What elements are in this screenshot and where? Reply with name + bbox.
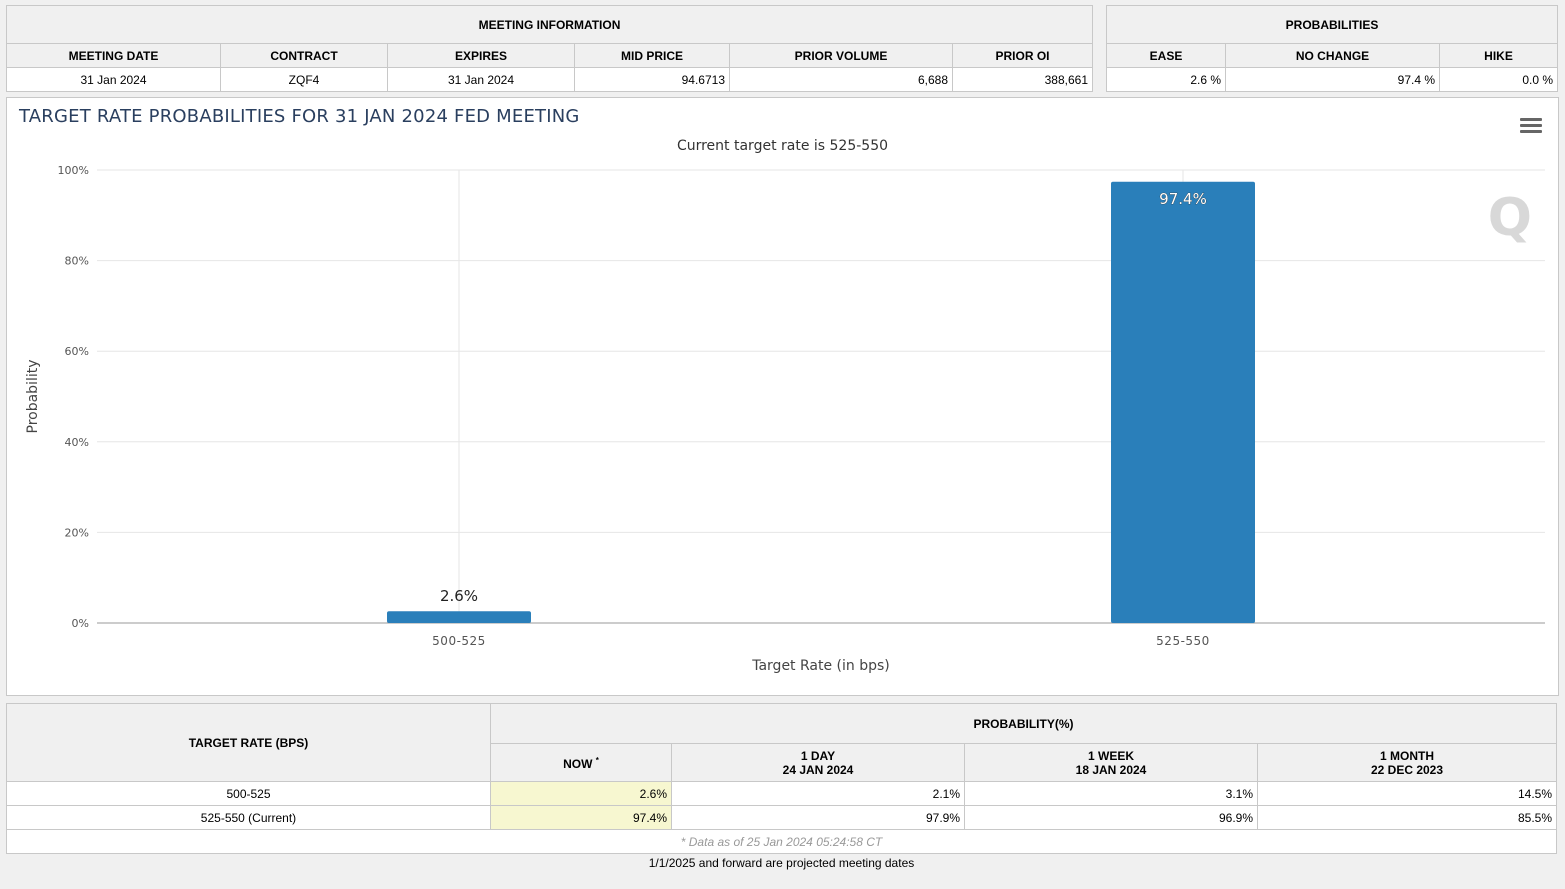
y-tick-label: 60% bbox=[65, 345, 89, 358]
probabilities-table: PROBABILITIES EASE NO CHANGE HIKE 2.6 % … bbox=[1106, 5, 1558, 92]
meeting-date-header: MEETING DATE bbox=[6, 43, 221, 68]
data-timestamp-footnote: * Data as of 25 Jan 2024 05:24:58 CT bbox=[6, 829, 1557, 854]
one-month-header: 1 MONTH 22 DEC 2023 bbox=[1257, 743, 1557, 782]
meeting-information-caption: MEETING INFORMATION bbox=[6, 5, 1093, 44]
contract-value: ZQF4 bbox=[220, 67, 388, 92]
probability-header: PROBABILITY(%) bbox=[490, 703, 1557, 744]
mid-price-header: MID PRICE bbox=[574, 43, 730, 68]
month-cell: 14.5% bbox=[1257, 781, 1557, 806]
now-cell: 97.4% bbox=[490, 805, 672, 830]
x-axis-label: Target Rate (in bps) bbox=[751, 658, 890, 674]
probabilities-caption: PROBABILITIES bbox=[1106, 5, 1558, 44]
y-tick-label: 20% bbox=[65, 526, 89, 539]
y-tick-label: 0% bbox=[72, 617, 89, 630]
bar-data-label: 97.4% bbox=[1159, 190, 1207, 208]
bar bbox=[1111, 181, 1255, 623]
rate-cell: 500-525 bbox=[6, 781, 491, 806]
now-header: NOW * bbox=[490, 743, 672, 782]
prior-volume-value: 6,688 bbox=[729, 67, 953, 92]
hike-header: HIKE bbox=[1439, 43, 1558, 68]
bar-data-label: 2.6% bbox=[440, 587, 478, 605]
meeting-information-table: MEETING INFORMATION MEETING DATE CONTRAC… bbox=[6, 5, 1093, 92]
y-axis-label: Probability bbox=[25, 359, 41, 433]
target-rate-probability-table: TARGET RATE (BPS) PROBABILITY(%) NOW * 1… bbox=[6, 703, 1557, 854]
expires-header: EXPIRES bbox=[387, 43, 575, 68]
now-cell: 2.6% bbox=[490, 781, 672, 806]
prior-volume-header: PRIOR VOLUME bbox=[729, 43, 953, 68]
day-cell: 97.9% bbox=[671, 805, 965, 830]
x-tick-label: 525-550 bbox=[1156, 634, 1210, 648]
week-cell: 3.1% bbox=[964, 781, 1258, 806]
contract-header: CONTRACT bbox=[220, 43, 388, 68]
y-tick-label: 80% bbox=[65, 255, 89, 268]
chart-title: TARGET RATE PROBABILITIES FOR 31 JAN 202… bbox=[19, 106, 580, 127]
table-row: 525-550 (Current) 97.4% 97.9% 96.9% 85.5… bbox=[6, 805, 1557, 830]
y-tick-label: 100% bbox=[58, 164, 89, 177]
prior-oi-value: 388,661 bbox=[952, 67, 1093, 92]
bar bbox=[387, 611, 531, 623]
ease-header: EASE bbox=[1106, 43, 1226, 68]
meeting-date-value: 31 Jan 2024 bbox=[6, 67, 221, 92]
no-change-value: 97.4 % bbox=[1225, 67, 1440, 92]
mid-price-value: 94.6713 bbox=[574, 67, 730, 92]
chart-subtitle: Current target rate is 525-550 bbox=[676, 138, 889, 154]
rate-cell: 525-550 (Current) bbox=[6, 805, 491, 830]
projected-dates-note: 1/1/2025 and forward are projected meeti… bbox=[648, 856, 915, 870]
ease-value: 2.6 % bbox=[1106, 67, 1226, 92]
target-rate-header: TARGET RATE (BPS) bbox=[6, 703, 491, 782]
table-row: 500-525 2.6% 2.1% 3.1% 14.5% bbox=[6, 781, 1557, 806]
prior-oi-header: PRIOR OI bbox=[952, 43, 1093, 68]
bar-chart: 0% 20% 40% 60% 80% 100% 500-525 525-550 2.6% 97.4… bbox=[25, 164, 1545, 674]
hamburger-menu-icon[interactable] bbox=[1520, 118, 1542, 136]
week-cell: 96.9% bbox=[964, 805, 1258, 830]
day-cell: 2.1% bbox=[671, 781, 965, 806]
watermark-logo: Q bbox=[1487, 188, 1532, 248]
month-cell: 85.5% bbox=[1257, 805, 1557, 830]
y-tick-label: 40% bbox=[65, 436, 89, 449]
hike-value: 0.0 % bbox=[1439, 67, 1558, 92]
one-day-header: 1 DAY 24 JAN 2024 bbox=[671, 743, 965, 782]
x-tick-label: 500-525 bbox=[432, 634, 486, 648]
one-week-header: 1 WEEK 18 JAN 2024 bbox=[964, 743, 1258, 782]
no-change-header: NO CHANGE bbox=[1225, 43, 1440, 68]
chart-panel: TARGET RATE PROBABILITIES FOR 31 JAN 202… bbox=[6, 97, 1559, 696]
expires-value: 31 Jan 2024 bbox=[387, 67, 575, 92]
